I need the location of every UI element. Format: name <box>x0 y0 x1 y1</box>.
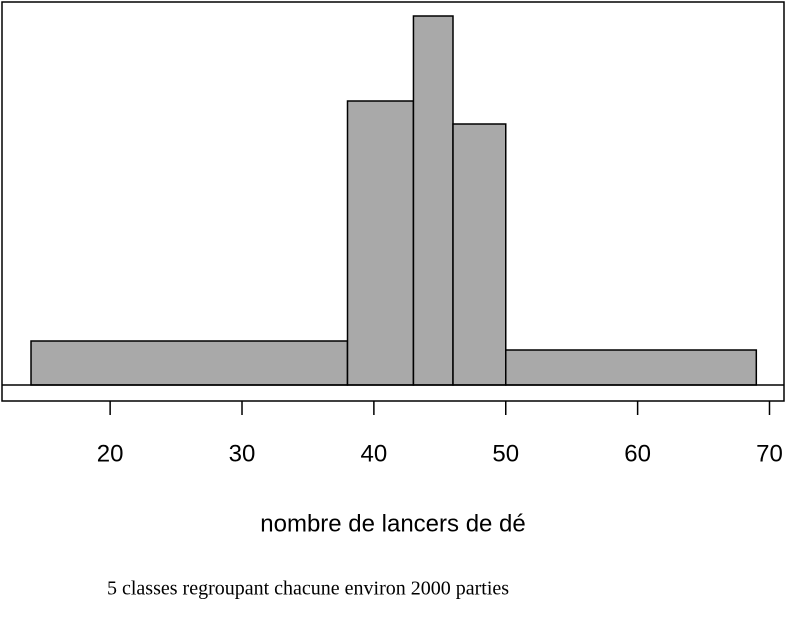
subtitle: 5 classes regroupant chacune environ 200… <box>107 578 509 600</box>
bar <box>452 123 507 386</box>
x-tick-label: 50 <box>492 440 519 467</box>
x-tick-label: 60 <box>624 440 651 467</box>
bar <box>412 15 454 386</box>
x-axis-label: nombre de lancers de dé <box>260 510 526 537</box>
x-tick-label: 40 <box>361 440 388 467</box>
x-tick-label: 20 <box>97 440 124 467</box>
bar <box>30 340 349 386</box>
plot-frame <box>1 1 785 402</box>
bar <box>346 100 415 386</box>
x-tick-label: 70 <box>756 440 783 467</box>
x-tick-label: 30 <box>229 440 256 467</box>
bar <box>505 349 758 386</box>
